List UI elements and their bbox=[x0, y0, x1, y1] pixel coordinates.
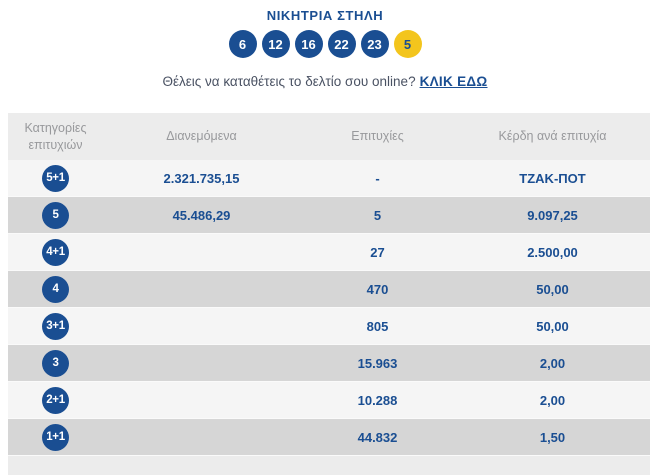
table-row: 3 15.963 2,00 bbox=[8, 345, 650, 382]
winners-value: 5 bbox=[373, 207, 382, 223]
winners-value: 470 bbox=[366, 281, 389, 297]
winners-value: 44.832 bbox=[357, 429, 398, 445]
winners-value: 15.963 bbox=[357, 355, 398, 371]
ball-number: 16 bbox=[301, 36, 316, 52]
prize-value: 2,00 bbox=[539, 392, 566, 408]
category-label: 3 bbox=[52, 357, 59, 369]
category-label: 3+1 bbox=[46, 320, 65, 332]
table-row: 4+1 27 2.500,00 bbox=[8, 234, 650, 271]
column-header-prize: Κέρδη ανά επιτυχία bbox=[498, 129, 607, 144]
winners-value: 27 bbox=[370, 244, 385, 260]
category-badge: 1+1 bbox=[42, 423, 69, 451]
column-header-categories: Κατηγορίες επιτυχιών bbox=[24, 120, 87, 152]
prize-value: 50,00 bbox=[536, 281, 569, 297]
table-row: 3+1 805 50,00 bbox=[8, 308, 650, 345]
table-header-row: Κατηγορίες επιτυχιών Διανεμόμενα Επιτυχί… bbox=[8, 113, 650, 160]
column-header-distributed: Διανεμόμενα bbox=[166, 129, 237, 144]
category-label: 5 bbox=[52, 209, 59, 221]
ball-number: 6 bbox=[238, 36, 247, 52]
table-row: 5+1 2.321.735,15 - ΤΖΑΚ-ΠΟΤ bbox=[8, 160, 650, 197]
category-badge: 3 bbox=[42, 349, 69, 377]
category-label: 4+1 bbox=[46, 246, 65, 258]
ball-number: 5 bbox=[403, 36, 412, 52]
table-row: 5 45.486,29 5 9.097,25 bbox=[8, 197, 650, 234]
category-badge: 4+1 bbox=[42, 238, 69, 266]
cta-link[interactable]: ΚΛΙΚ ΕΔΩ bbox=[419, 74, 488, 89]
category-label: 2+1 bbox=[46, 394, 65, 406]
category-badge: 5+1 bbox=[42, 164, 69, 192]
category-badge: 2+1 bbox=[42, 386, 69, 414]
number-ball: 23 bbox=[360, 30, 389, 58]
number-ball: 12 bbox=[261, 30, 290, 58]
cta-text: Θέλεις να καταθέτεις το δελτίο σου onlin… bbox=[162, 74, 416, 89]
distributed-value: 2.321.735,15 bbox=[163, 170, 240, 186]
category-badge: 3+1 bbox=[42, 312, 69, 340]
prize-value: ΤΖΑΚ-ΠΟΤ bbox=[519, 170, 586, 186]
column-header-winners: Επιτυχίες bbox=[351, 129, 404, 144]
number-ball: 6 bbox=[228, 30, 257, 58]
table-row: 2+1 10.288 2,00 bbox=[8, 382, 650, 419]
category-label: 4 bbox=[52, 283, 59, 295]
number-ball: 5 bbox=[393, 30, 422, 58]
prize-table: Κατηγορίες επιτυχιών Διανεμόμενα Επιτυχί… bbox=[8, 113, 650, 475]
prize-value: 2,00 bbox=[539, 355, 566, 371]
number-ball: 22 bbox=[327, 30, 356, 58]
table-row: 4 470 50,00 bbox=[8, 271, 650, 308]
prize-value: 2.500,00 bbox=[527, 244, 578, 260]
ball-number: 23 bbox=[367, 36, 382, 52]
category-label: 5+1 bbox=[46, 172, 65, 184]
prize-value: 9.097,25 bbox=[527, 207, 578, 223]
ball-number: 12 bbox=[268, 36, 283, 52]
winning-numbers: 6 12 16 22 23 5 bbox=[0, 30, 650, 58]
distributed-value: 45.486,29 bbox=[172, 207, 231, 223]
winners-value: 805 bbox=[366, 318, 389, 334]
category-label: 1+1 bbox=[46, 431, 65, 443]
winners-value: - bbox=[375, 170, 380, 186]
ball-number: 22 bbox=[334, 36, 349, 52]
table-body: 5+1 2.321.735,15 - ΤΖΑΚ-ΠΟΤ 5 45.486,29 … bbox=[8, 160, 650, 456]
cta-line: Θέλεις να καταθέτεις το δελτίο σου onlin… bbox=[0, 74, 650, 89]
section-title: ΝΙΚΗΤΡΙΑ ΣΤΗΛΗ bbox=[266, 8, 384, 23]
prize-value: 1,50 bbox=[539, 429, 566, 445]
category-badge: 5 bbox=[42, 201, 69, 229]
table-row: 1+1 44.832 1,50 bbox=[8, 419, 650, 456]
prize-value: 50,00 bbox=[536, 318, 569, 334]
category-badge: 4 bbox=[42, 275, 69, 303]
winners-value: 10.288 bbox=[357, 392, 398, 408]
winning-column-section: ΝΙΚΗΤΡΙΑ ΣΤΗΛΗ 6 12 16 22 23 5 Θέλεις να… bbox=[0, 0, 650, 89]
number-ball: 16 bbox=[294, 30, 323, 58]
